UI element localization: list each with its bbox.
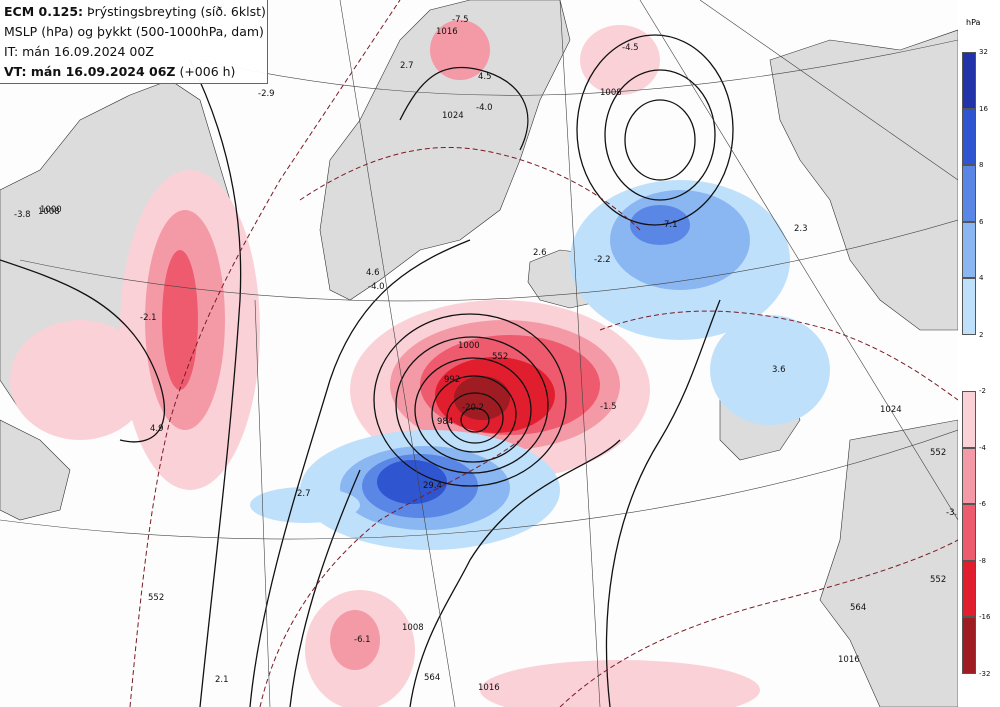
map-label: 1016 [838,655,860,665]
map-label: 564 [850,603,866,613]
rise-tick-label: 32 [979,48,988,56]
map-label: 552 [148,593,164,603]
title-line-2: MSLP (hPa) og þykkt (500-1000hPa, dam) [4,24,264,39]
rise-color-segment [962,221,976,278]
rise-tick-label: 8 [979,161,984,169]
map-label: 552 [492,352,508,362]
map-label: 564 [424,673,440,683]
map-label: 1008 [600,88,622,98]
map-label: -3.8 [14,210,31,220]
map-label: 4.6 [366,268,380,278]
map-label: -1.5 [600,402,617,412]
pressure-rise-shading [250,180,830,550]
rise-tick-label: 6 [979,217,984,226]
map-label: -2.1 [140,313,157,323]
map-label: -3.1 [946,508,958,518]
colorbar-legend: hPa 32 16 8 6 4 2 -2 -4 -6 -8 -16 -32 [958,0,1000,707]
map-label: 1016 [436,27,458,37]
rise-color-segment [962,165,976,222]
valid-line: VT: mán 16.09.2024 06Z (+006 h) [4,62,267,82]
map-label: 4.5 [478,72,492,82]
pressure-change-map: -20.2 29.4 -4.5 4.5 2.7 -4.0 -2.9 1016 1… [0,0,958,707]
map-label: -7.5 [452,15,469,25]
map-label: -6.1 [354,635,371,645]
map-label: 2.6 [533,248,547,258]
rise-color-segment [962,108,976,165]
map-label: 552 [930,448,946,458]
map-label: 1000 [458,341,480,351]
map-label: 3.6 [772,365,786,375]
greenland-land [319,0,571,301]
map-label: 4.9 [150,424,164,434]
map-label: 2.7 [297,489,311,499]
map-label: -4.0 [368,282,385,292]
map-label: 2.3 [794,224,808,234]
graticule [0,0,958,707]
model-name: ECM 0.125: [4,4,84,19]
rise-tick-label: 16 [979,104,988,113]
map-label: 1016 [478,683,500,693]
fall-color-segment [962,560,976,617]
fall-color-segment [962,391,976,448]
scandinavia-land [769,29,958,331]
map-label: 1000 [40,205,62,215]
fall-tick-label: -16 [979,613,991,621]
map-label: -2.2 [594,255,611,265]
title-line-1: ECM 0.125: Þrýstingsbreyting (síð. 6klst… [4,2,267,22]
map-label: 1024 [442,111,464,121]
low-center-label: -20.2 [462,403,484,413]
map-label: -4.0 [476,103,493,113]
fall-color-segment [962,617,976,674]
pressure-fall-shading [10,20,760,707]
fall-tick-label: -6 [979,500,986,508]
europe-land [819,419,958,707]
map-label: 992 [444,375,460,385]
legend-unit: hPa [966,18,981,27]
labrador-land [0,419,71,521]
map-value-labels: -20.2 29.4 -4.5 4.5 2.7 -4.0 -2.9 1016 1… [14,15,958,693]
forecast-hour: (+006 h) [179,64,236,79]
title-box: ECM 0.125: Þrýstingsbreyting (síð. 6klst… [0,0,268,84]
valid-time: VT: mán 16.09.2024 06Z [4,64,176,79]
rise-tick-label: 2 [979,330,984,339]
fall-color-segment [962,447,976,504]
isobars [0,34,734,707]
fall-tick-label: -8 [979,556,986,565]
map-label: -4.5 [622,43,639,53]
thickness-contours [129,0,958,707]
fall-tick-label: -4 [979,443,986,452]
rise-color-segment [962,52,976,109]
fall-tick-label: -2 [979,387,986,395]
rise-tick-label: 4 [979,274,984,282]
map-label: 1008 [402,623,424,633]
map-label: 2.1 [215,675,229,685]
map-title: Þrýstingsbreyting (síð. 6klst) [87,4,266,19]
map-label: -2.9 [258,89,275,99]
map-label: 1008 [38,207,60,217]
map-label: 984 [437,417,453,427]
init-time: IT: mán 16.09.2024 00Z [4,44,154,59]
fall-tick-label: -32 [979,669,991,678]
max-rise-label: 29.4 [423,481,442,491]
map-label: 2.7 [400,61,414,71]
fall-color-segment [962,504,976,561]
map-label: 552 [930,575,946,585]
map-label: 1024 [880,405,902,415]
map-canvas: -20.2 29.4 -4.5 4.5 2.7 -4.0 -2.9 1016 1… [0,0,958,707]
map-label: 7.1 [664,220,678,230]
rise-color-segment [962,278,976,335]
